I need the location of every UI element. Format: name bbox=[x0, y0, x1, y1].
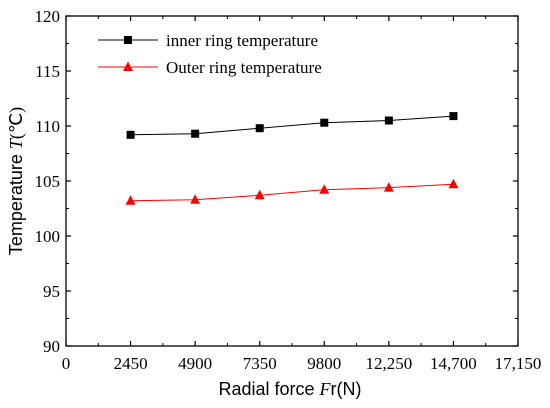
x-tick-label: 12,250 bbox=[365, 354, 412, 373]
data-point bbox=[255, 124, 264, 133]
x-tick-label: 7350 bbox=[243, 354, 277, 373]
y-tick-label: 110 bbox=[35, 117, 60, 136]
legend-marker bbox=[123, 61, 133, 71]
axes: 0 2450 4900 7350 9800 12,250 14,700 17,150 90 95 1… bbox=[35, 7, 542, 373]
data-point bbox=[384, 116, 393, 125]
data-point bbox=[319, 184, 330, 194]
y-tick-label: 115 bbox=[35, 62, 60, 81]
series-line bbox=[130, 115, 454, 136]
y-tick-label: 90 bbox=[43, 337, 60, 356]
x-tick-label: 0 bbox=[62, 354, 71, 373]
x-tick-label: 17,150 bbox=[495, 354, 542, 373]
series-square bbox=[126, 112, 458, 139]
series-line bbox=[130, 183, 454, 202]
y-tick-label: 105 bbox=[35, 172, 61, 191]
x-tick-label: 9800 bbox=[307, 354, 341, 373]
legend-label: inner ring temperature bbox=[166, 31, 318, 50]
data-point bbox=[126, 130, 135, 139]
y-tick-label: 100 bbox=[35, 227, 61, 246]
series-triangle bbox=[125, 178, 459, 205]
legend-marker bbox=[124, 36, 132, 44]
data-point bbox=[448, 178, 459, 189]
data-point bbox=[191, 129, 200, 138]
data-point bbox=[254, 189, 265, 200]
data-point bbox=[449, 112, 458, 121]
x-tick-label: 4900 bbox=[178, 354, 212, 373]
data-point bbox=[383, 182, 394, 192]
x-tick-label: 14,700 bbox=[430, 354, 477, 373]
data-point bbox=[320, 118, 329, 127]
series-layer bbox=[125, 112, 459, 205]
y-tick-label: 120 bbox=[35, 7, 61, 26]
y-tick-label: 95 bbox=[43, 282, 60, 301]
data-point bbox=[125, 195, 136, 205]
legend: inner ring temperature Outer ring tempera… bbox=[98, 31, 322, 77]
x-tick-label: 2450 bbox=[114, 354, 148, 373]
data-point bbox=[190, 194, 201, 204]
y-axis-title: Temperature T(℃) bbox=[6, 107, 27, 255]
x-axis-title: Radial force Fr(N) bbox=[218, 379, 361, 399]
legend-label: Outer ring temperature bbox=[166, 58, 322, 77]
